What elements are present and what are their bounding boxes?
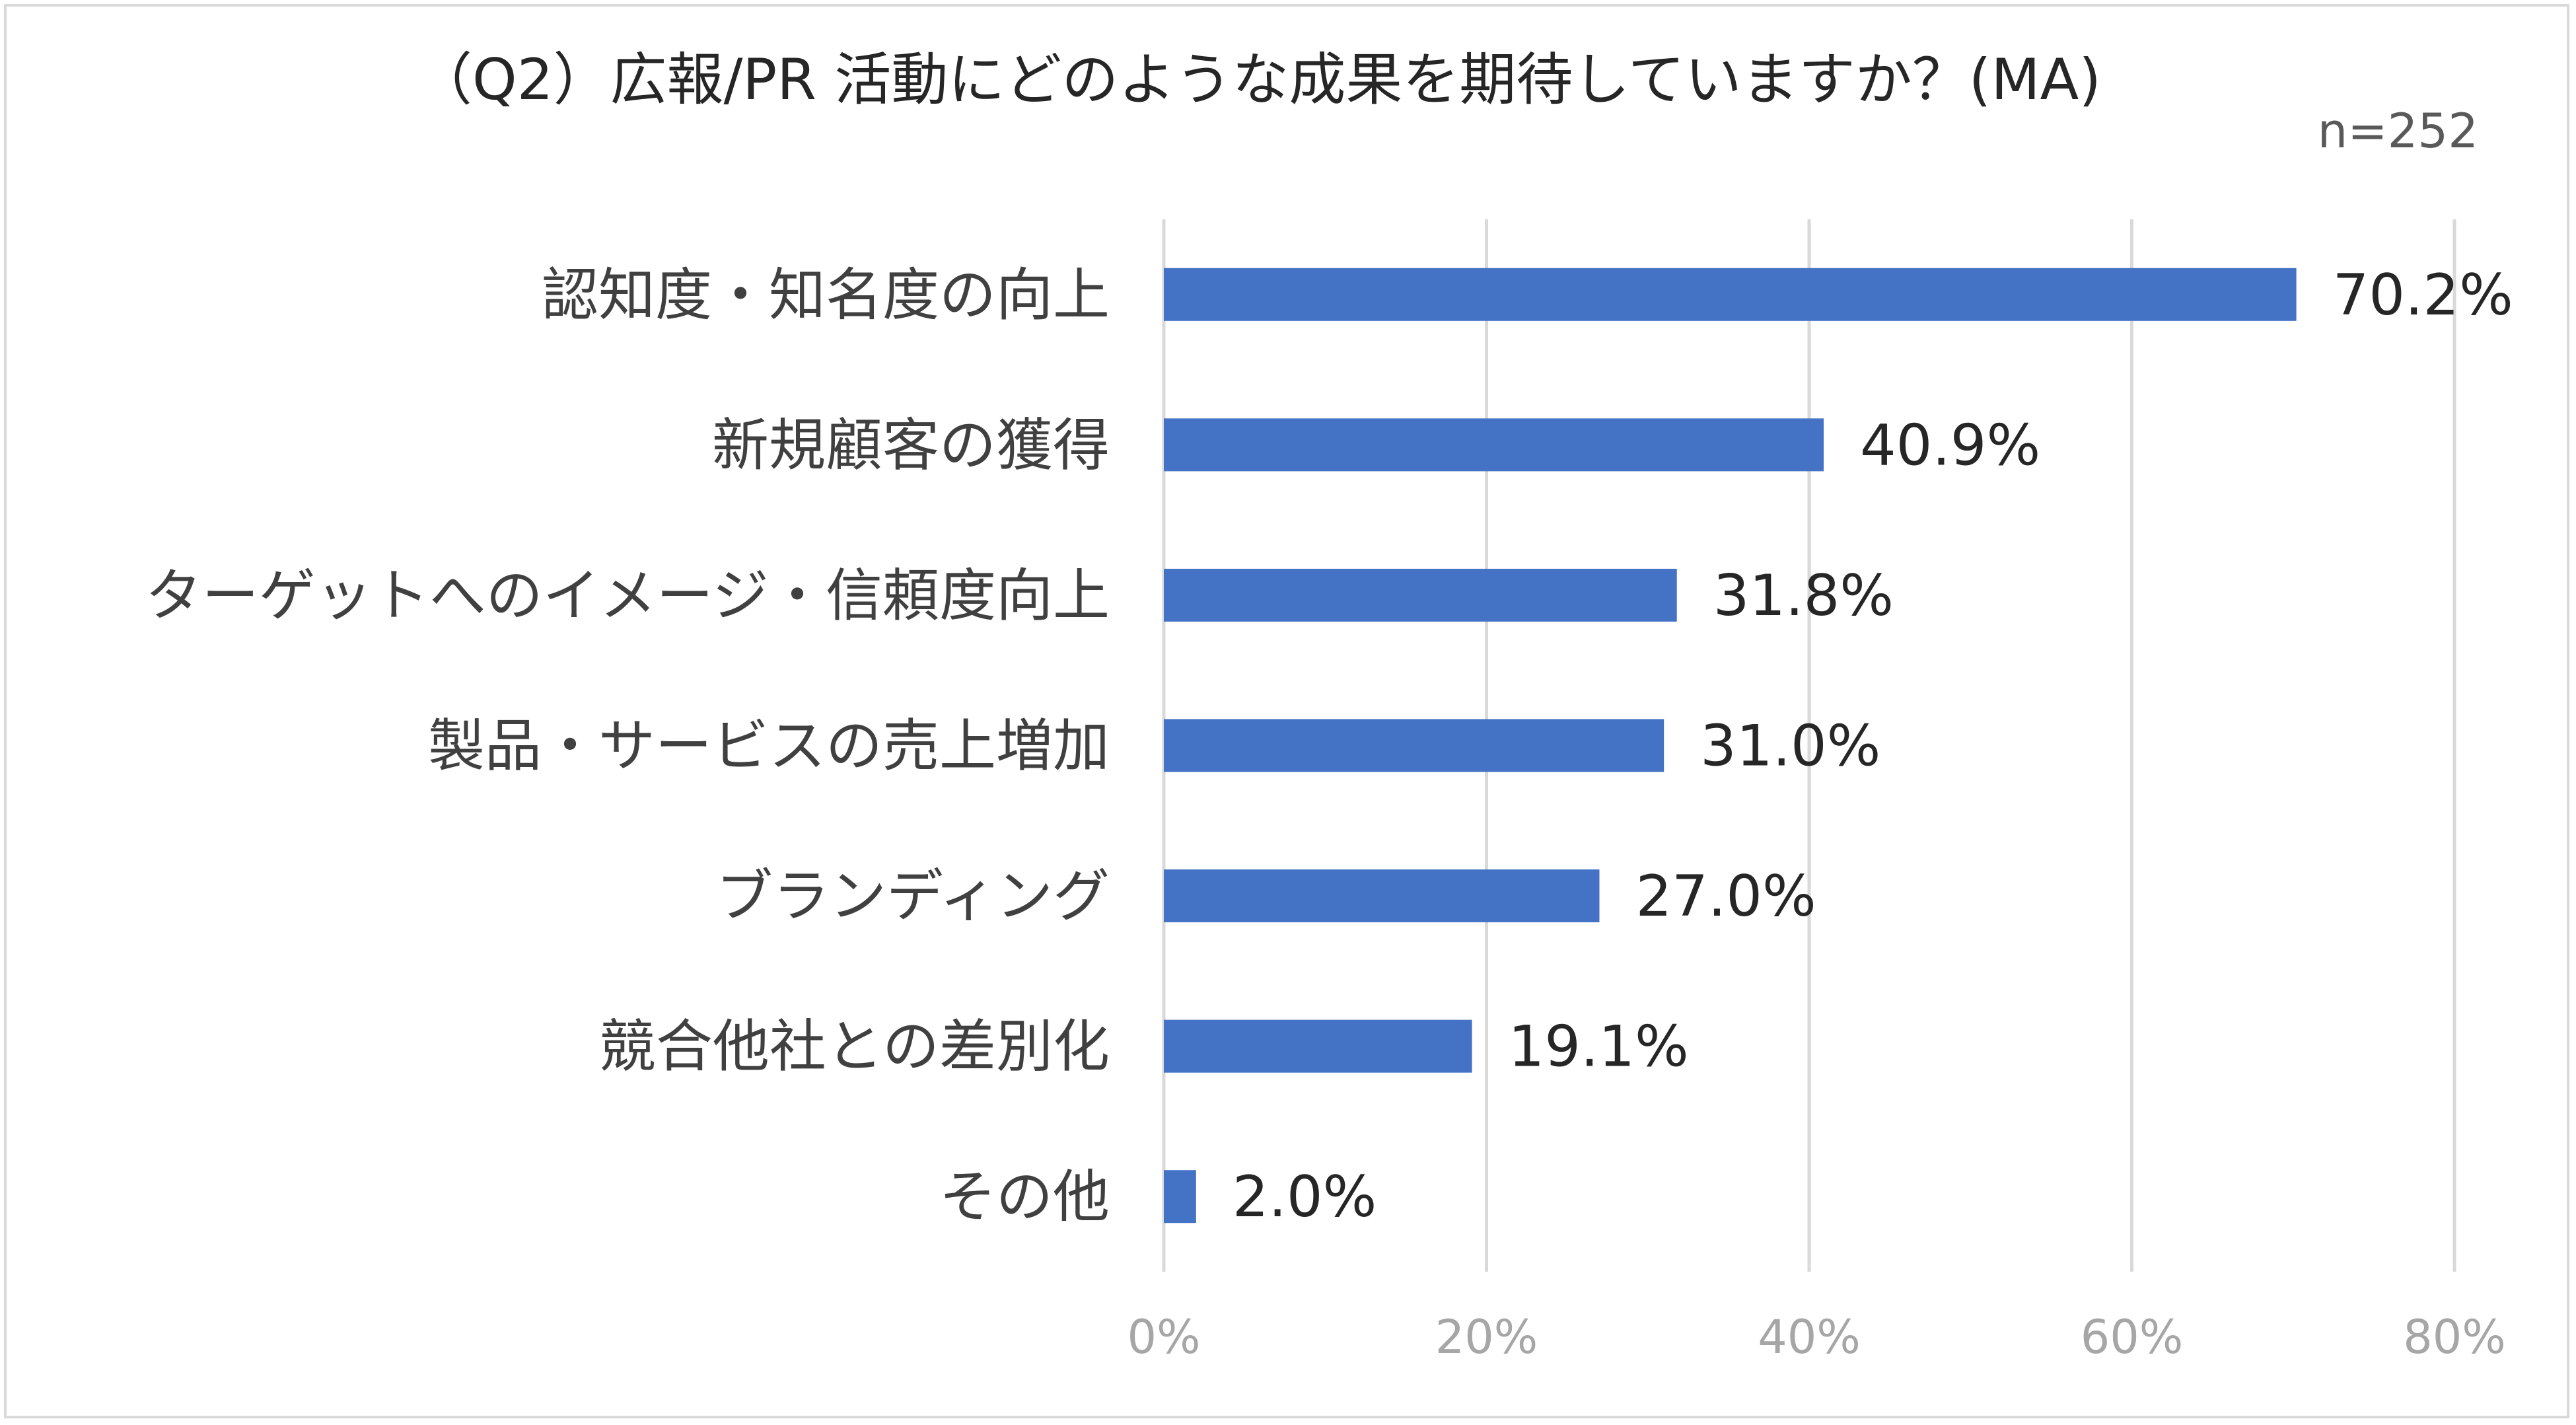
x-tick-label: 60% [2081,1310,2184,1364]
data-label: 31.8% [1713,563,1894,629]
data-label: 2.0% [1233,1164,1377,1230]
x-tick-label: 80% [2403,1310,2506,1364]
chart-title: （Q2）広報/PR 活動にどのような成果を期待していますか？(MA) [415,47,2101,113]
data-label: 31.0% [1700,713,1880,780]
bar [1164,268,2297,321]
bar [1164,869,1600,923]
bar [1164,568,1677,622]
category-label: 製品・サービスの売上増加 [428,713,1110,780]
labels: （Q2）広報/PR 活動にどのような成果を期待していますか？(MA) n=252… [145,47,2513,1364]
data-label: 70.2% [2333,262,2513,328]
category-label: 認知度・知名度の向上 [542,262,1110,328]
category-label: 新規顧客の獲得 [712,412,1110,478]
bar [1164,1170,1196,1224]
bar [1164,418,1824,472]
data-label: 27.0% [1635,863,1816,930]
bar [1164,1019,1472,1073]
category-label: ターゲットへのイメージ・信頼度向上 [145,563,1110,629]
bar [1164,719,1664,772]
bars [1164,268,2297,1224]
sample-size-note: n=252 [2318,103,2478,159]
category-label: 競合他社との差別化 [599,1014,1110,1080]
category-label: ブランディング [716,863,1110,930]
data-label: 40.9% [1860,412,2040,478]
category-label: その他 [939,1164,1110,1230]
x-tick-label: 40% [1758,1310,1861,1364]
chart-frame [4,4,2569,1418]
x-tick-label: 0% [1127,1310,1200,1364]
x-tick-label: 20% [1435,1310,1538,1364]
data-label: 19.1% [1509,1014,1689,1080]
